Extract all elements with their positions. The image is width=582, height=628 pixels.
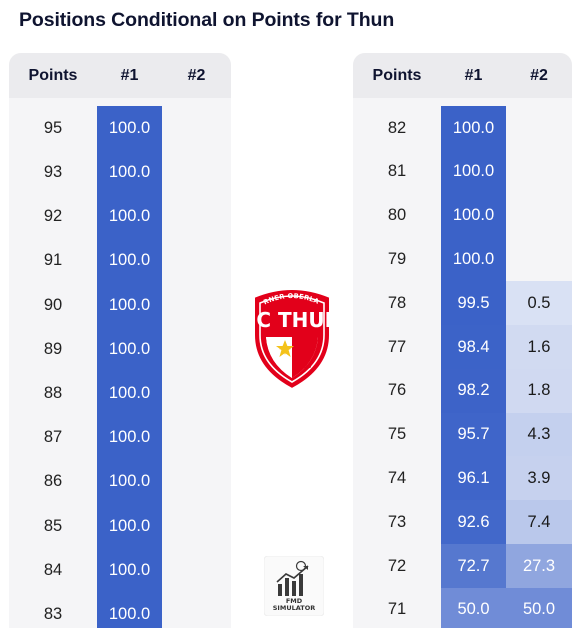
position-2-probability-cell: 7.4 xyxy=(506,500,572,545)
points-cell: 79 xyxy=(387,250,407,269)
position-2-probability-cell xyxy=(162,460,231,505)
column-header: Points xyxy=(372,67,422,84)
chart-title: Positions Conditional on Points for Thun xyxy=(19,9,395,31)
position-1-probability-cell: 100.0 xyxy=(97,282,162,328)
points-cell: 74 xyxy=(387,469,407,488)
position-2-probability-cell xyxy=(162,415,231,460)
position-2-probability-cell xyxy=(162,150,231,195)
points-cell: 72 xyxy=(387,556,407,575)
position-1-probability-cell: 100.0 xyxy=(441,193,506,238)
points-cell: 75 xyxy=(387,425,407,444)
position-2-probability-cell: 1.8 xyxy=(506,368,572,414)
position-1-probability-cell: 100.0 xyxy=(97,194,162,240)
points-cell: 93 xyxy=(43,163,63,182)
position-2-probability-cell xyxy=(162,239,231,284)
fmd-simulator-logo xyxy=(263,555,325,617)
points-cell: 90 xyxy=(43,295,63,314)
position-2-probability-cell xyxy=(506,106,572,150)
points-cell: 88 xyxy=(43,384,63,403)
fmd-simulator-label: FMD SIMULATOR xyxy=(264,598,324,612)
position-1-probability-cell: 100.0 xyxy=(97,415,162,461)
star-icon xyxy=(276,340,294,357)
points-cell: 76 xyxy=(387,381,407,400)
points-cell: 82 xyxy=(387,118,407,137)
position-2-probability-cell xyxy=(162,371,231,416)
column-header: #2 xyxy=(530,67,548,84)
points-cell: 85 xyxy=(43,516,63,535)
position-1-probability-cell: 98.2 xyxy=(441,368,506,414)
position-2-probability-cell xyxy=(162,327,231,372)
points-cell: 87 xyxy=(43,428,63,447)
position-1-probability-cell: 100.0 xyxy=(97,592,162,628)
position-1-probability-cell: 100.0 xyxy=(441,237,506,282)
position-2-probability-cell: 27.3 xyxy=(506,544,572,589)
position-2-probability-cell xyxy=(162,106,231,151)
position-1-probability-cell: 100.0 xyxy=(97,459,162,505)
points-cell: 89 xyxy=(43,339,63,358)
position-2-probability-cell xyxy=(506,150,572,194)
position-1-probability-cell: 100.0 xyxy=(97,548,162,593)
points-cell: 80 xyxy=(387,206,407,225)
points-cell: 81 xyxy=(387,162,407,181)
fmd-label-line1: FMD xyxy=(285,597,303,605)
position-2-probability-cell xyxy=(506,194,572,238)
probability-table-right: Points #1 #2 82 100.0 81 100.0 80 100.0 79 100.0 78… xyxy=(353,53,572,628)
points-cell: 83 xyxy=(43,605,63,624)
position-2-probability-cell: 4.3 xyxy=(506,412,572,457)
position-1-probability-cell: 92.6 xyxy=(441,500,506,545)
table-header xyxy=(9,53,231,98)
position-1-probability-cell: 100.0 xyxy=(97,106,162,151)
position-1-probability-cell: 96.1 xyxy=(441,456,506,501)
position-1-probability-cell: 100.0 xyxy=(97,371,162,416)
points-cell: 86 xyxy=(43,472,63,491)
points-cell: 84 xyxy=(43,560,63,579)
position-2-probability-cell xyxy=(162,194,231,239)
fc-thun-logo: BERNER OBERLAND FC THUN 1898 xyxy=(241,277,341,393)
column-header: #1 xyxy=(464,67,483,84)
position-1-probability-cell: 100.0 xyxy=(441,149,506,195)
position-1-probability-cell: 98.4 xyxy=(441,325,506,370)
position-2-probability-cell xyxy=(162,504,231,549)
points-cell: 95 xyxy=(43,118,63,137)
column-header: Points xyxy=(28,67,78,84)
position-1-probability-cell: 100.0 xyxy=(97,238,162,284)
logo-year-text: 1898 xyxy=(295,363,312,370)
position-1-probability-cell: 50.0 xyxy=(441,587,506,628)
position-1-probability-cell: 72.7 xyxy=(441,544,506,589)
position-2-probability-cell: 3.9 xyxy=(506,456,572,501)
points-cell: 71 xyxy=(387,600,407,619)
points-cell: 77 xyxy=(387,337,407,356)
position-2-probability-cell: 0.5 xyxy=(506,281,572,326)
points-cell: 73 xyxy=(387,512,407,531)
position-1-probability-cell: 99.5 xyxy=(441,281,506,326)
position-2-probability-cell xyxy=(162,548,231,593)
table-header xyxy=(353,53,572,98)
position-2-probability-cell xyxy=(162,283,231,328)
position-2-probability-cell xyxy=(162,592,231,628)
points-cell: 92 xyxy=(43,207,63,226)
column-header: #2 xyxy=(187,67,206,84)
column-header: #1 xyxy=(120,67,139,84)
position-1-probability-cell: 100.0 xyxy=(97,150,162,195)
points-cell: 91 xyxy=(43,251,63,270)
probability-table-left: Points #1 #2 95 100.0 93 100.0 92 100.0 91 100.0 90… xyxy=(9,53,231,628)
position-2-probability-cell xyxy=(506,237,572,281)
position-2-probability-cell: 50.0 xyxy=(506,587,572,628)
fmd-label-line2: SIMULATOR xyxy=(272,604,316,612)
position-1-probability-cell: 100.0 xyxy=(441,106,506,151)
position-2-probability-cell: 1.6 xyxy=(506,325,572,370)
points-cell: 78 xyxy=(387,293,407,312)
position-1-probability-cell: 95.7 xyxy=(441,412,506,457)
logo-name-text: FC THUN xyxy=(244,308,340,332)
position-1-probability-cell: 100.0 xyxy=(97,327,162,372)
position-1-probability-cell: 100.0 xyxy=(97,503,162,549)
